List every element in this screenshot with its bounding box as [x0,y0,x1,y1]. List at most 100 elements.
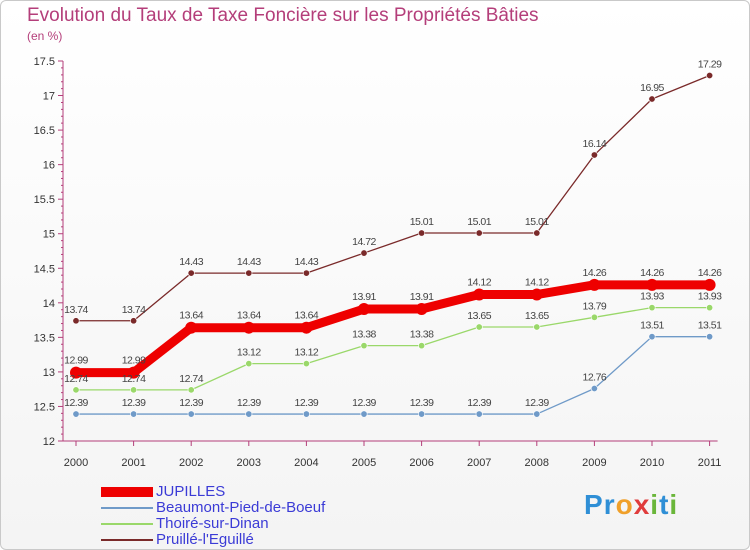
data-point [590,313,598,321]
x-tick-label: 2005 [352,457,376,469]
data-point [130,317,138,325]
data-point [418,410,426,418]
data-point [590,151,598,159]
data-label: 17.29 [698,59,722,71]
data-label: 13.64 [179,310,203,322]
data-point [302,269,310,277]
data-label: 12.99 [64,355,88,367]
data-point [475,229,483,237]
data-label: 12.39 [467,397,491,409]
data-point [245,360,253,368]
data-label: 13.74 [122,304,146,316]
data-label: 14.12 [467,277,491,289]
data-point [70,366,82,379]
data-point [360,410,368,418]
data-label: 13.93 [698,291,722,303]
data-label: 12.39 [525,397,549,409]
data-label: 15.01 [410,216,434,228]
legend-swatch-jupilles [101,487,153,497]
series-line-0 [71,280,715,378]
data-point [415,303,428,316]
data-point [648,95,656,103]
y-tick-label: 12 [43,436,55,448]
data-point [130,410,138,418]
data-point [187,410,195,418]
data-label: 14.12 [525,277,549,289]
data-point [533,323,541,331]
data-label: 13.74 [64,304,88,316]
y-tick-label: 13.5 [34,332,55,344]
data-label: 15.01 [467,216,491,228]
logo-letter: P [584,489,604,520]
data-point [358,303,370,316]
y-tick-label: 14.5 [34,263,55,275]
data-label: 12.74 [64,373,88,385]
series-line-2 [75,307,711,391]
y-tick-label: 15.5 [34,194,55,206]
y-tick-label: 13 [43,367,55,379]
data-label: 13.91 [410,291,434,303]
data-label: 12.74 [122,373,146,385]
data-label: 12.74 [179,373,203,385]
data-point [418,342,426,350]
legend-label: JUPILLES [156,483,226,500]
x-tick-label: 2010 [640,457,664,469]
data-point [646,278,658,291]
data-label: 12.39 [179,397,203,409]
data-label: 13.65 [525,310,549,322]
data-label: 13.64 [295,310,319,322]
series-line-3 [75,74,711,322]
data-label: 13.51 [698,320,722,332]
axes: 12 12.5 13 13.5 14 14.5 15 15.5 16 16.5 17 17.5 2000… [34,56,722,469]
y-tick-label: 15 [43,229,55,241]
unit-label: (en %) [27,29,63,43]
data-point [648,304,656,312]
data-point [130,386,138,394]
x-tick-label: 2002 [179,457,203,469]
data-label: 16.95 [640,82,664,94]
data-label: 12.76 [583,371,607,383]
data-label: 13.93 [640,291,664,303]
data-point [245,410,253,418]
logo-letter: x [633,489,651,520]
data-point [706,72,714,80]
series-line-1 [75,336,711,415]
data-point [475,410,483,418]
data-label: 15.01 [525,216,549,228]
x-tick-label: 2008 [525,457,549,469]
data-label: 14.43 [237,256,261,268]
data-point [300,321,313,334]
data-label: 12.99 [122,355,146,367]
data-point [533,410,541,418]
data-label: 13.91 [352,291,376,303]
proxiti-logo: Proxiti [584,489,678,521]
x-tick-label: 2007 [467,457,491,469]
data-point [533,229,541,237]
data-label: 12.39 [295,397,319,409]
legend-swatch-thoire [101,523,153,525]
x-tick-label: 2011 [698,457,722,469]
data-point [530,288,543,301]
chart-title: Evolution du Taux de Taxe Foncière sur l… [27,5,539,26]
data-point [590,384,598,392]
legend-swatch-beaumont [101,507,153,509]
data-label: 13.64 [237,310,261,322]
data-label: 14.26 [583,267,607,279]
series-layer [70,72,716,418]
data-label: 12.39 [122,397,146,409]
data-label: 14.26 [640,267,664,279]
data-point [242,321,255,334]
y-tick-label: 14 [43,298,55,310]
x-tick-label: 2000 [64,457,88,469]
data-label: 14.43 [179,256,203,268]
y-tick-label: 17 [43,91,55,103]
logo-letter: o [615,489,634,520]
data-point [72,386,80,394]
x-tick-label: 2003 [237,457,261,469]
data-label: 12.39 [64,397,88,409]
data-point [418,229,426,237]
data-label: 14.43 [295,256,319,268]
data-label: 13.65 [467,310,491,322]
